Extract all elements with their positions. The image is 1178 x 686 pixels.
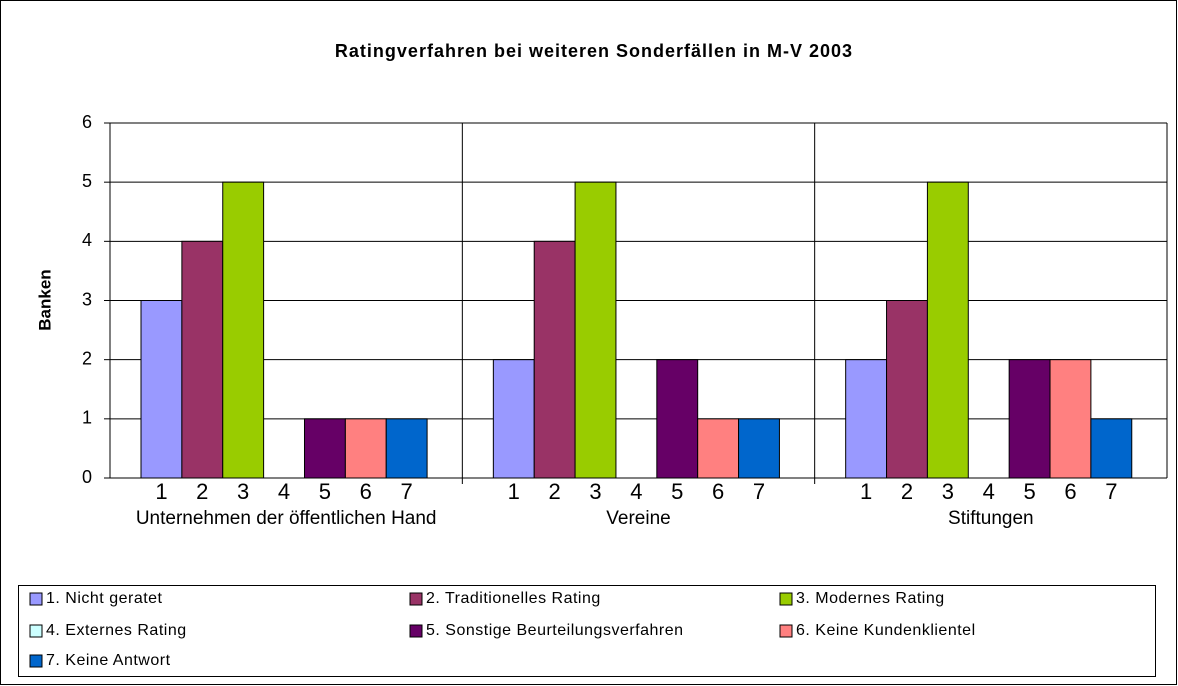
bar-label: 7	[401, 479, 413, 504]
bar	[656, 359, 699, 479]
legend-label: 2. Traditionelles Rating	[426, 590, 601, 607]
bar	[574, 181, 617, 479]
y-tick-label: 2	[82, 348, 92, 368]
legend-label: 7. Keine Antwort	[46, 652, 171, 669]
legend-swatch	[29, 654, 43, 668]
bar-label: 5	[319, 479, 331, 504]
bar	[886, 300, 928, 479]
legend-swatch	[29, 624, 43, 638]
legend-swatch	[779, 624, 793, 638]
bar	[697, 418, 740, 479]
y-tick-label: 3	[82, 289, 92, 309]
y-tick-label: 0	[82, 467, 92, 487]
legend-swatch	[409, 624, 423, 638]
bar-label: 5	[1023, 479, 1035, 504]
bar	[845, 359, 888, 479]
bar	[533, 240, 576, 479]
bar	[492, 359, 535, 479]
bar	[181, 240, 224, 479]
bar	[1008, 359, 1051, 479]
bar-label: 1	[860, 479, 872, 504]
bar-label: 7	[753, 479, 765, 504]
bar	[1090, 418, 1133, 479]
bar-label: 4	[630, 479, 642, 504]
bar	[344, 418, 387, 479]
bar-label: 3	[942, 479, 954, 504]
y-tick-label: 4	[82, 230, 92, 250]
bar-label: 3	[237, 479, 249, 504]
legend-swatch	[29, 592, 43, 606]
legend-label: 6. Keine Kundenklientel	[796, 622, 976, 639]
bar	[140, 300, 183, 479]
bar	[222, 181, 265, 479]
bar-label: 6	[712, 479, 724, 504]
legend-box	[18, 585, 1156, 677]
bar	[303, 418, 346, 479]
bar	[1049, 359, 1092, 479]
bar-label: 7	[1105, 479, 1117, 504]
bar-label: 6	[360, 479, 372, 504]
bar-label: 1	[508, 479, 520, 504]
y-axis-label: Banken	[35, 269, 54, 330]
y-tick-label: 6	[82, 112, 92, 132]
x-category-label: Unternehmen der öffentlichen Hand	[135, 508, 437, 529]
bar-label: 2	[901, 479, 913, 504]
x-category-label: Stiftungen	[948, 508, 1034, 529]
legend-label: 4. Externes Rating	[46, 622, 187, 639]
bar	[926, 181, 969, 479]
bar-label: 6	[1064, 479, 1076, 504]
bar-label: 2	[549, 479, 561, 504]
bar-label: 3	[589, 479, 601, 504]
y-tick-label: 1	[82, 408, 92, 428]
bar-label: 1	[155, 479, 167, 504]
legend-label: 1. Nicht geratet	[46, 590, 163, 607]
chart-title: Ratingverfahren bei weiteren Sonderfälle…	[335, 41, 853, 61]
x-category-label: Vereine	[606, 508, 671, 529]
legend-swatch	[779, 592, 793, 606]
bar-label: 5	[671, 479, 683, 504]
bar-label: 4	[983, 479, 995, 504]
bar	[738, 418, 780, 479]
bar	[385, 418, 428, 479]
legend-swatch	[409, 592, 423, 606]
bar-label: 4	[278, 479, 290, 504]
y-tick-label: 5	[82, 171, 92, 191]
legend-label: 3. Modernes Rating	[796, 590, 945, 607]
bar-label: 2	[196, 479, 208, 504]
legend-label: 5. Sonstige Beurteilungsverfahren	[426, 622, 684, 639]
